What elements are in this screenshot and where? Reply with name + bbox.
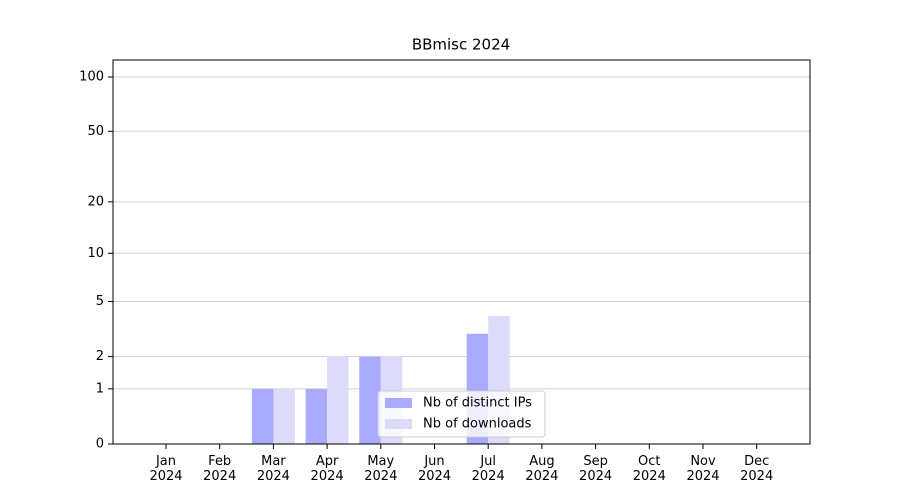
- x-tick-label: Sep 2024: [579, 454, 613, 484]
- bar: [251, 388, 274, 444]
- y-tick-label: 2: [96, 349, 104, 364]
- legend: Nb of distinct IPs Nb of downloads: [377, 390, 546, 438]
- plot-frame: [112, 59, 811, 445]
- x-tick-label: Mar 2024: [256, 454, 290, 484]
- x-tick-label: Oct 2024: [632, 454, 666, 484]
- legend-swatch: [385, 419, 412, 429]
- y-tick-label: 50: [87, 124, 104, 139]
- x-tick-label: Jan 2024: [149, 454, 183, 484]
- x-tick-label: Aug 2024: [525, 454, 559, 484]
- y-tick-label: 10: [87, 246, 104, 261]
- x-tick-label: Jun 2024: [417, 454, 452, 484]
- x-tick-label: Nov 2024: [686, 454, 720, 484]
- legend-swatch: [385, 398, 412, 408]
- y-tick-label: 0: [96, 437, 104, 452]
- x-tick-label: Apr 2024: [310, 454, 344, 484]
- x-tick-label: Dec 2024: [740, 454, 774, 484]
- bar: [305, 388, 328, 444]
- bar: [273, 388, 295, 444]
- bar: [359, 356, 381, 444]
- legend-label: Nb of downloads: [423, 417, 532, 432]
- chart-title: BBmisc 2024: [412, 36, 510, 54]
- y-tick-label: 5: [96, 294, 104, 309]
- legend-label: Nb of distinct IPs: [423, 396, 532, 411]
- bar: [327, 356, 349, 444]
- y-tick-label: 1: [96, 381, 104, 396]
- x-tick-label: May 2024: [364, 454, 398, 484]
- y-tick-label: 100: [79, 69, 104, 84]
- y-tick-label: 20: [87, 194, 104, 209]
- x-tick-label: Jul 2024: [471, 454, 505, 484]
- x-tick-label: Feb 2024: [203, 454, 237, 484]
- legend-frame: [377, 390, 546, 438]
